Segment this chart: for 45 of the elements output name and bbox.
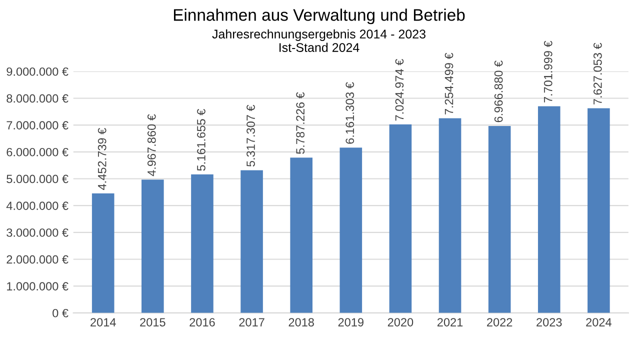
data-label: 6.161.303 € bbox=[346, 82, 354, 144]
bar bbox=[191, 174, 214, 313]
data-label: 5.787.226 € bbox=[296, 92, 305, 154]
x-tick-label: 2014 bbox=[90, 318, 116, 326]
bar bbox=[92, 193, 114, 313]
y-tick-label: 3.000.000 € bbox=[6, 228, 68, 237]
y-tick-label: 7.000.000 € bbox=[6, 121, 68, 130]
y-tick-label: 0 € bbox=[52, 308, 68, 318]
bar bbox=[438, 118, 462, 313]
y-tick-label: 8.000.000 € bbox=[6, 94, 68, 103]
chart-title: Einnahmen aus Verwaltung und Betrieb bbox=[174, 8, 465, 24]
bar bbox=[389, 124, 412, 313]
data-label: 6.966.880 € bbox=[494, 60, 503, 122]
x-tick-label: 2020 bbox=[388, 318, 414, 326]
x-tick-label: 2018 bbox=[288, 318, 314, 326]
x-tick-label: 2022 bbox=[487, 318, 512, 326]
x-tick-label: 2023 bbox=[536, 318, 562, 326]
y-tick-label: 9.000.000 € bbox=[6, 67, 68, 76]
x-tick-label: 2024 bbox=[586, 318, 612, 326]
bar bbox=[588, 108, 610, 313]
data-label: 7.627.053 € bbox=[594, 42, 602, 104]
data-label: 5.317.307 € bbox=[246, 104, 255, 167]
x-tick-label: 2019 bbox=[338, 318, 364, 326]
chart-subtitle: Jahresrechnungsergebnis 2014 - 2023 Ist-Stand 2024 bbox=[212, 29, 426, 52]
bar bbox=[290, 158, 312, 313]
data-label: 7.024.974 € bbox=[395, 58, 404, 121]
y-tick-label: 2.000.000 € bbox=[6, 255, 68, 264]
data-label: 4.967.860 € bbox=[147, 114, 156, 176]
bar bbox=[538, 106, 560, 313]
bar bbox=[142, 180, 164, 313]
x-tick-label: 2015 bbox=[140, 318, 166, 326]
x-tick-label: 2021 bbox=[437, 318, 463, 326]
data-label: 7.701.999 € bbox=[544, 40, 552, 102]
x-tick-label: 2016 bbox=[190, 318, 215, 326]
y-tick-label: 5.000.000 € bbox=[6, 174, 68, 184]
bar bbox=[488, 126, 511, 313]
bar bbox=[340, 148, 362, 313]
data-label: 5.161.655 € bbox=[197, 108, 206, 171]
x-tick-label: 2017 bbox=[239, 318, 264, 326]
y-tick-label: 4.000.000 € bbox=[6, 202, 68, 210]
y-tick-label: 6.000.000 € bbox=[6, 148, 68, 156]
bar bbox=[240, 170, 263, 313]
data-label: 7.254.499 € bbox=[444, 52, 454, 114]
y-tick-label: 1.000.000 € bbox=[7, 282, 68, 290]
data-label: 4.452.739 € bbox=[98, 128, 106, 190]
